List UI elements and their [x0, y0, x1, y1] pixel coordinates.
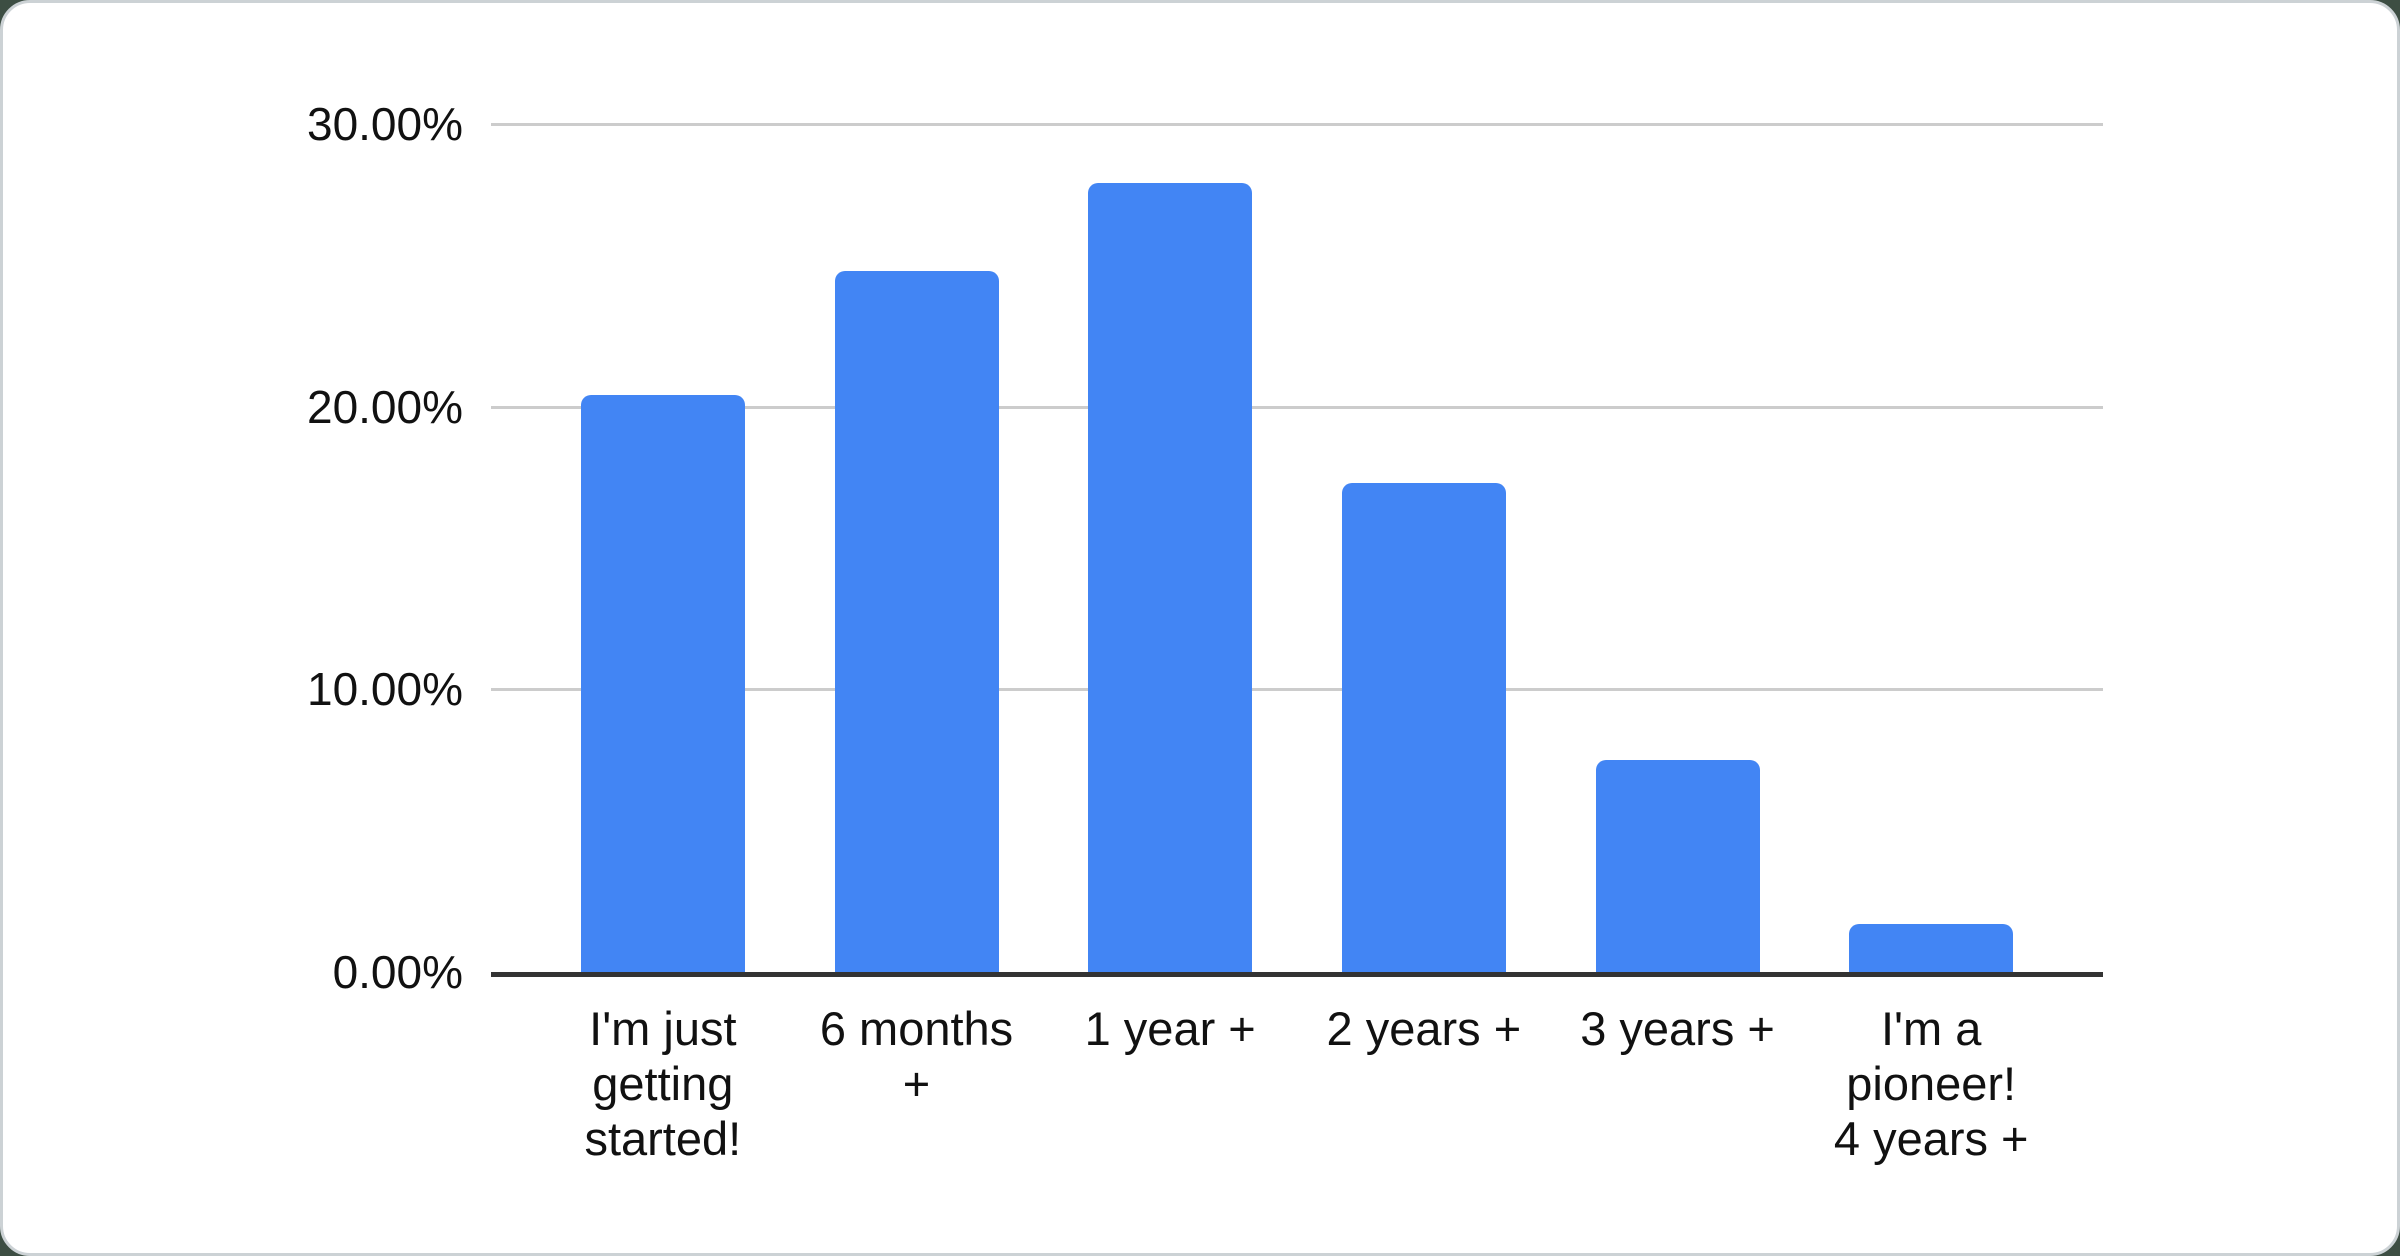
y-gridline — [491, 688, 2103, 692]
bar — [1849, 923, 2014, 972]
bar-column — [536, 124, 790, 972]
x-tick-label: 1 year + — [1084, 1002, 1256, 1055]
bar-column — [790, 124, 1044, 972]
x-tick-label: 2 years + — [1326, 1002, 1522, 1055]
y-tick-label: 20.00% — [306, 380, 463, 433]
bar-column — [1804, 124, 2058, 972]
bar-column — [1043, 124, 1297, 972]
x-tick-label: 6 months + — [819, 1002, 1014, 1110]
bar — [834, 271, 999, 972]
bar — [1595, 760, 1760, 972]
bar-column — [1297, 124, 1551, 972]
x-tick-label: 3 years + — [1580, 1002, 1775, 1055]
x-tick-label: I'm a pioneer! 4 years + — [1833, 1002, 2029, 1165]
y-gridline — [491, 123, 2103, 126]
bars-layer — [536, 124, 2058, 972]
y-tick-label: 30.00% — [306, 98, 463, 150]
bar — [1088, 183, 1253, 972]
bar-chart: 0.00% 10.00% 20.00% 30.00% I'm just getting… — [3, 3, 2397, 1253]
bar-column — [1551, 124, 1805, 972]
y-tick-label: 0.00% — [332, 946, 463, 998]
y-gridline — [491, 405, 2103, 409]
y-axis-labels: 0.00% 10.00% 20.00% 30.00% — [3, 3, 463, 1253]
y-tick-label: 10.00% — [306, 663, 463, 716]
bar — [1341, 483, 1506, 972]
bar — [580, 395, 745, 972]
x-tick-label: I'm just getting started! — [584, 1002, 742, 1165]
plot-area — [491, 123, 2103, 977]
x-axis-labels: I'm just getting started! 6 months + 1 yea… — [491, 1001, 2103, 1166]
